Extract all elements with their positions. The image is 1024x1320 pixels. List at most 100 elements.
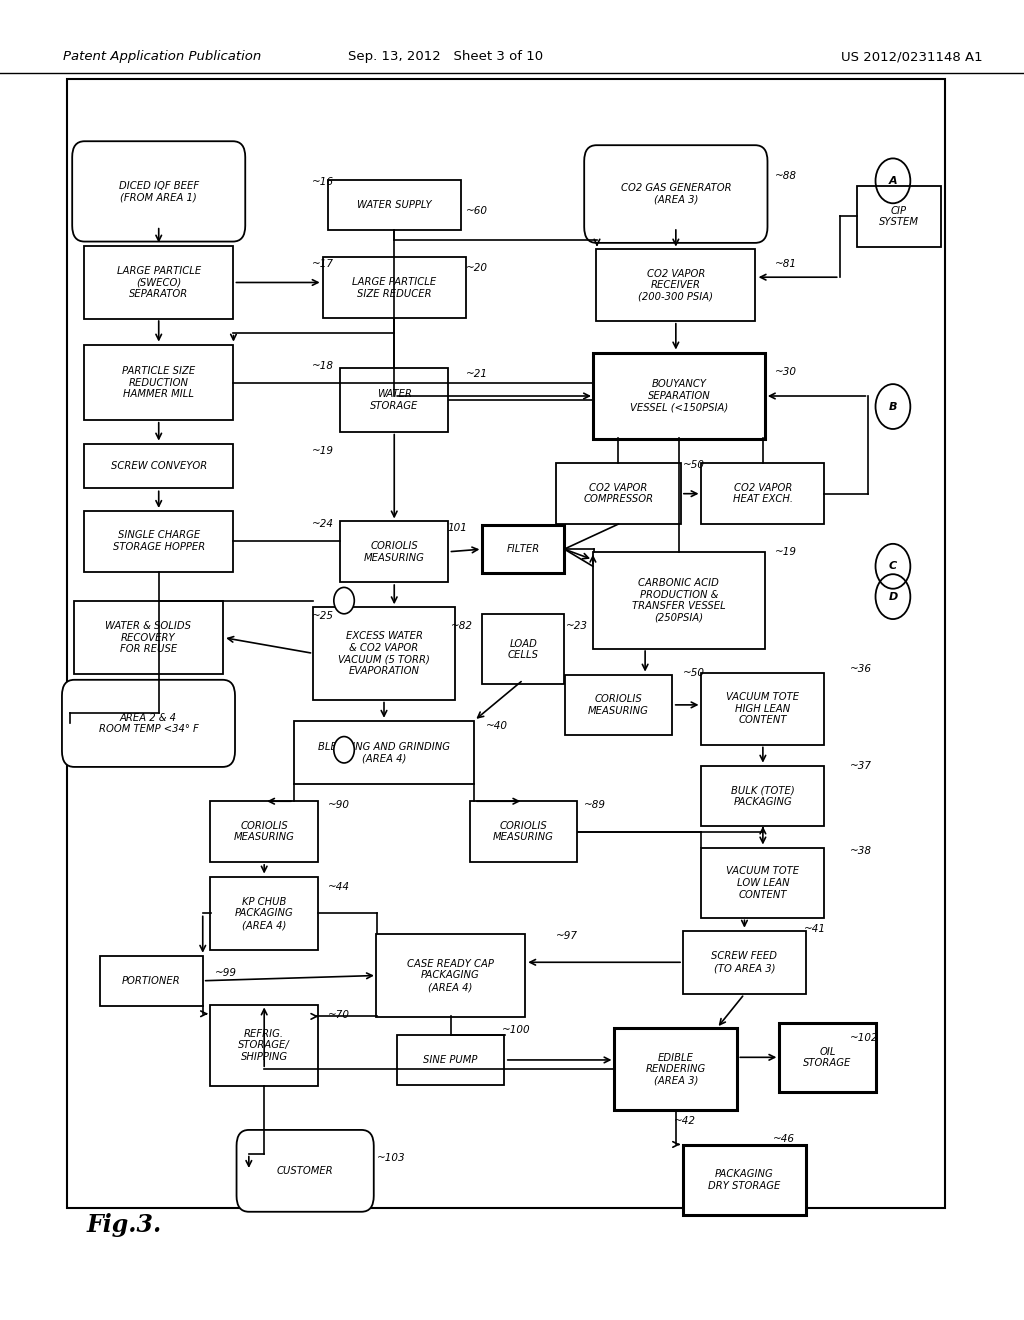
Text: ~89: ~89 bbox=[584, 800, 605, 810]
Text: SCREW CONVEYOR: SCREW CONVEYOR bbox=[111, 461, 207, 471]
Text: EDIBLE
RENDERING
(AREA 3): EDIBLE RENDERING (AREA 3) bbox=[646, 1052, 706, 1086]
Text: Patent Application Publication: Patent Application Publication bbox=[63, 50, 262, 63]
Text: ~88: ~88 bbox=[775, 170, 797, 181]
Text: ~19: ~19 bbox=[775, 546, 797, 557]
Text: SCREW FEED
(TO AREA 3): SCREW FEED (TO AREA 3) bbox=[712, 952, 777, 973]
Text: VACUUM TOTE
HIGH LEAN
CONTENT: VACUUM TOTE HIGH LEAN CONTENT bbox=[726, 692, 800, 726]
Text: CO2 VAPOR
COMPRESSOR: CO2 VAPOR COMPRESSOR bbox=[584, 483, 653, 504]
FancyBboxPatch shape bbox=[857, 186, 941, 247]
Text: PACKAGING
DRY STORAGE: PACKAGING DRY STORAGE bbox=[709, 1170, 780, 1191]
Text: CO2 VAPOR
HEAT EXCH.: CO2 VAPOR HEAT EXCH. bbox=[733, 483, 793, 504]
Text: SINGLE CHARGE
STORAGE HOPPER: SINGLE CHARGE STORAGE HOPPER bbox=[113, 531, 205, 552]
Bar bbox=[67, 79, 945, 1208]
Text: ~100: ~100 bbox=[502, 1024, 530, 1035]
Text: LOAD
CELLS: LOAD CELLS bbox=[508, 639, 539, 660]
Text: WATER SUPPLY: WATER SUPPLY bbox=[357, 199, 431, 210]
FancyBboxPatch shape bbox=[295, 721, 473, 784]
Text: ~17: ~17 bbox=[312, 259, 334, 269]
Text: OIL
STORAGE: OIL STORAGE bbox=[803, 1047, 852, 1068]
Text: B: B bbox=[889, 401, 897, 412]
Text: CARBONIC ACID
PRODUCTION &
TRANSFER VESSEL
(250PSIA): CARBONIC ACID PRODUCTION & TRANSFER VESS… bbox=[632, 578, 726, 623]
FancyBboxPatch shape bbox=[211, 801, 317, 862]
Text: ~102: ~102 bbox=[850, 1032, 879, 1043]
FancyBboxPatch shape bbox=[237, 1130, 374, 1212]
Text: WATER & SOLIDS
RECOVERY
FOR REUSE: WATER & SOLIDS RECOVERY FOR REUSE bbox=[105, 620, 191, 655]
FancyBboxPatch shape bbox=[565, 675, 672, 735]
Text: DICED IQF BEEF
(FROM AREA 1): DICED IQF BEEF (FROM AREA 1) bbox=[119, 181, 199, 202]
Text: US 2012/0231148 A1: US 2012/0231148 A1 bbox=[842, 50, 983, 63]
FancyBboxPatch shape bbox=[397, 1035, 504, 1085]
FancyBboxPatch shape bbox=[596, 248, 756, 321]
FancyBboxPatch shape bbox=[74, 602, 222, 673]
FancyBboxPatch shape bbox=[584, 145, 768, 243]
Text: VACUUM TOTE
LOW LEAN
CONTENT: VACUUM TOTE LOW LEAN CONTENT bbox=[726, 866, 800, 900]
FancyBboxPatch shape bbox=[211, 878, 317, 950]
FancyBboxPatch shape bbox=[313, 607, 455, 700]
Text: CO2 GAS GENERATOR
(AREA 3): CO2 GAS GENERATOR (AREA 3) bbox=[621, 183, 731, 205]
FancyBboxPatch shape bbox=[701, 672, 824, 744]
Text: LARGE PARTICLE
SIZE REDUCER: LARGE PARTICLE SIZE REDUCER bbox=[352, 277, 436, 298]
FancyBboxPatch shape bbox=[323, 257, 466, 318]
Text: ~70: ~70 bbox=[328, 1010, 349, 1020]
Text: CORIOLIS
MEASURING: CORIOLIS MEASURING bbox=[233, 821, 295, 842]
FancyBboxPatch shape bbox=[84, 246, 232, 318]
Text: ~41: ~41 bbox=[804, 924, 825, 935]
Text: CUSTOMER: CUSTOMER bbox=[276, 1166, 334, 1176]
FancyBboxPatch shape bbox=[593, 552, 765, 648]
Text: CORIOLIS
MEASURING: CORIOLIS MEASURING bbox=[493, 821, 554, 842]
FancyBboxPatch shape bbox=[328, 180, 461, 230]
Text: D: D bbox=[888, 591, 898, 602]
Text: ~25: ~25 bbox=[312, 611, 334, 622]
Text: ~60: ~60 bbox=[466, 206, 487, 216]
FancyBboxPatch shape bbox=[469, 801, 578, 862]
Text: ~40: ~40 bbox=[486, 721, 508, 731]
FancyBboxPatch shape bbox=[482, 615, 564, 685]
Text: ~16: ~16 bbox=[312, 177, 334, 187]
Text: ~99: ~99 bbox=[215, 968, 237, 978]
Text: C: C bbox=[889, 561, 897, 572]
FancyBboxPatch shape bbox=[340, 368, 449, 432]
Text: ~44: ~44 bbox=[328, 882, 349, 892]
Text: Fig.3.: Fig.3. bbox=[87, 1213, 162, 1237]
Text: ~21: ~21 bbox=[466, 368, 487, 379]
FancyBboxPatch shape bbox=[701, 849, 824, 919]
Text: ~82: ~82 bbox=[451, 620, 472, 631]
Text: EXCESS WATER
& CO2 VAPOR
VACUUM (5 TORR)
EVAPORATION: EXCESS WATER & CO2 VAPOR VACUUM (5 TORR)… bbox=[338, 631, 430, 676]
Text: ~18: ~18 bbox=[312, 360, 334, 371]
FancyBboxPatch shape bbox=[683, 1144, 806, 1214]
Text: ~50: ~50 bbox=[683, 459, 705, 470]
FancyBboxPatch shape bbox=[84, 444, 232, 488]
FancyBboxPatch shape bbox=[556, 463, 681, 524]
Text: ~90: ~90 bbox=[328, 800, 349, 810]
Text: 101: 101 bbox=[447, 523, 467, 533]
Text: PORTIONER: PORTIONER bbox=[122, 975, 181, 986]
Text: ~38: ~38 bbox=[850, 846, 871, 857]
Text: FILTER: FILTER bbox=[507, 544, 540, 554]
FancyBboxPatch shape bbox=[61, 680, 234, 767]
FancyBboxPatch shape bbox=[100, 956, 203, 1006]
Text: ~46: ~46 bbox=[773, 1134, 795, 1144]
FancyBboxPatch shape bbox=[701, 463, 824, 524]
Text: ~103: ~103 bbox=[377, 1152, 406, 1163]
Text: AREA 2 & 4
ROOM TEMP <34° F: AREA 2 & 4 ROOM TEMP <34° F bbox=[98, 713, 199, 734]
FancyBboxPatch shape bbox=[614, 1028, 737, 1110]
Circle shape bbox=[334, 737, 354, 763]
Text: BULK (TOTE)
PACKAGING: BULK (TOTE) PACKAGING bbox=[731, 785, 795, 807]
Text: CIP
SYSTEM: CIP SYSTEM bbox=[879, 206, 920, 227]
FancyBboxPatch shape bbox=[377, 935, 524, 1016]
Text: ~81: ~81 bbox=[775, 259, 797, 269]
FancyBboxPatch shape bbox=[84, 511, 232, 572]
Text: KP CHUB
PACKAGING
(AREA 4): KP CHUB PACKAGING (AREA 4) bbox=[234, 896, 294, 931]
Text: ~50: ~50 bbox=[683, 668, 705, 678]
FancyBboxPatch shape bbox=[701, 766, 824, 826]
Text: REFRIG.
STORAGE/
SHIPPING: REFRIG. STORAGE/ SHIPPING bbox=[239, 1028, 290, 1063]
FancyBboxPatch shape bbox=[340, 521, 449, 582]
Circle shape bbox=[334, 587, 354, 614]
Text: CO2 VAPOR
RECEIVER
(200-300 PSIA): CO2 VAPOR RECEIVER (200-300 PSIA) bbox=[638, 268, 714, 302]
FancyBboxPatch shape bbox=[72, 141, 246, 242]
Text: BOUYANCY
SEPARATION
VESSEL (<150PSIA): BOUYANCY SEPARATION VESSEL (<150PSIA) bbox=[630, 379, 728, 413]
FancyBboxPatch shape bbox=[593, 354, 765, 438]
Text: SINE PUMP: SINE PUMP bbox=[423, 1055, 478, 1065]
Text: ~19: ~19 bbox=[312, 446, 334, 457]
FancyBboxPatch shape bbox=[211, 1005, 317, 1086]
